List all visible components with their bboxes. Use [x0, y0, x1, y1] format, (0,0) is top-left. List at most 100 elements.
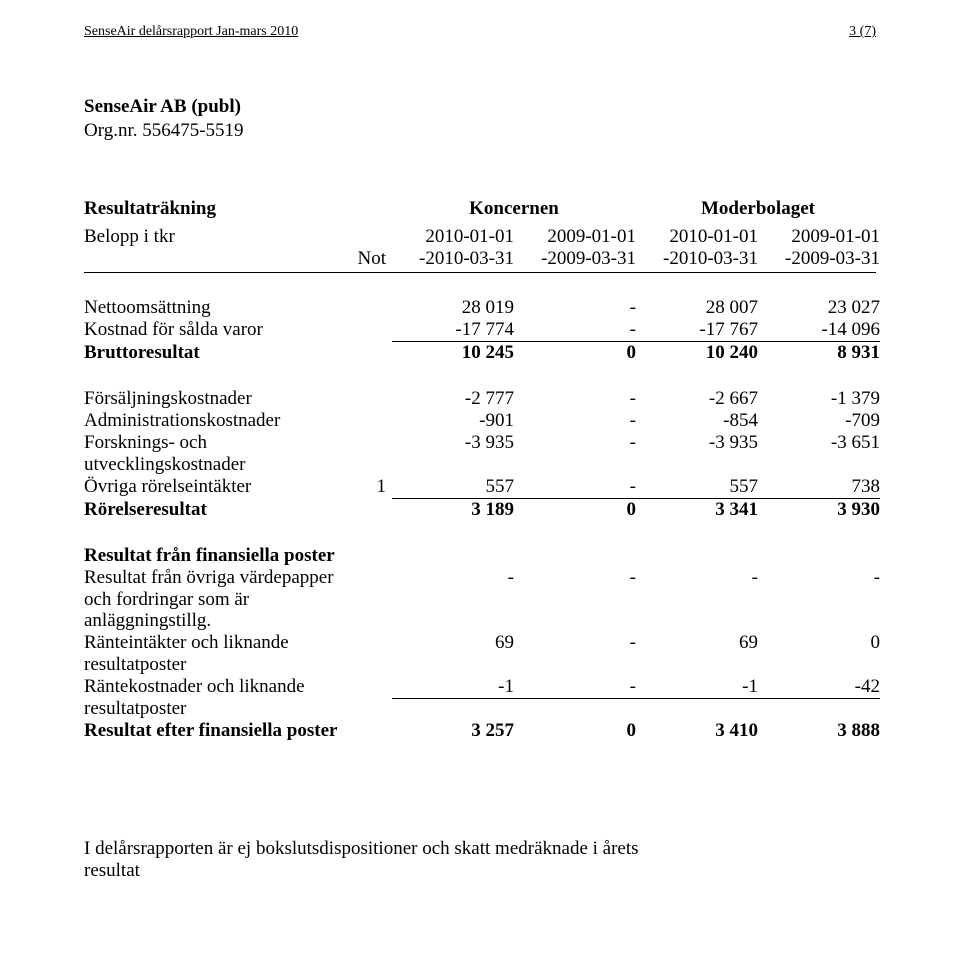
company-name: SenseAir AB (publ)	[84, 96, 876, 118]
hdr-c4: 2009-01-01	[758, 226, 880, 248]
cell-label: Nettoomsättning	[84, 297, 346, 319]
cell: 23 027	[758, 297, 880, 319]
cell: 3 888	[758, 720, 880, 742]
row-fin-header: Resultat från finansiella poster	[84, 545, 876, 567]
cell: -3 935	[636, 432, 758, 454]
row-administrationskostnader: Administrationskostnader -901 - -854 -70…	[84, 410, 876, 432]
cell-label: Administrationskostnader	[84, 410, 346, 432]
hdr2-c4: -2009-03-31	[758, 248, 880, 270]
page-header: SenseAir delårsrapport Jan-mars 2010 3 (…	[84, 24, 876, 40]
row-fou-kostnader: Forsknings- och utvecklingskostnader -3 …	[84, 432, 876, 476]
cell: 3 341	[636, 499, 758, 521]
cell: 69	[636, 632, 758, 654]
row-kostnad-salda-varor: Kostnad för sålda varor -17 774 - -17 76…	[84, 319, 876, 342]
cell: 69	[392, 632, 514, 654]
cell: 28 019	[392, 297, 514, 319]
cell: -3 935	[392, 432, 514, 454]
footnote: I delårsrapporten är ej bokslutsdisposit…	[84, 838, 644, 882]
cell: -	[392, 567, 514, 589]
cell-label: Resultat efter finansiella poster	[84, 720, 346, 742]
row-ranteintakter: Ränteintäkter och liknande resultatposte…	[84, 632, 876, 676]
page: SenseAir delårsrapport Jan-mars 2010 3 (…	[0, 0, 960, 963]
cell: -	[514, 676, 636, 699]
table-header-groups: Resultaträkning Koncernen Moderbolaget	[84, 198, 876, 220]
hdr-c2: 2009-01-01	[514, 226, 636, 248]
cell-label: Ränteintäkter och liknande resultatposte…	[84, 632, 346, 676]
cell: -17 774	[392, 319, 514, 342]
cell: 0	[514, 720, 636, 742]
hdr2-c3: -2010-03-31	[636, 248, 758, 270]
company-orgnr: Org.nr. 556475-5519	[84, 120, 876, 142]
row-ovriga-rorelseintakter: Övriga rörelseintäkter 1 557 - 557 738	[84, 476, 876, 499]
group-moderbolaget: Moderbolaget	[636, 198, 880, 220]
cell: -	[514, 632, 636, 654]
cell-label: Kostnad för sålda varor	[84, 319, 346, 341]
row-bruttoresultat: Bruttoresultat 10 245 0 10 240 8 931	[84, 342, 876, 364]
header-right: 3 (7)	[849, 24, 876, 40]
cell: 10 245	[392, 342, 514, 364]
cell: -1	[636, 676, 758, 699]
row-vardepapper: Resultat från övriga värdepapper och for…	[84, 567, 876, 633]
cell: -2 777	[392, 388, 514, 410]
cell: 557	[636, 476, 758, 499]
cell: -1 379	[758, 388, 880, 410]
cell-not: 1	[346, 476, 392, 498]
header-left: SenseAir delårsrapport Jan-mars 2010	[84, 24, 298, 40]
cell: 3 410	[636, 720, 758, 742]
cell-label: Resultat från finansiella poster	[84, 545, 874, 567]
hdr2-c2: -2009-03-31	[514, 248, 636, 270]
cell: 3 189	[392, 499, 514, 521]
cell: 0	[514, 499, 636, 521]
cell-label: Bruttoresultat	[84, 342, 346, 364]
table-title: Resultaträkning	[84, 198, 346, 220]
cell: -901	[392, 410, 514, 432]
cell: -2 667	[636, 388, 758, 410]
cell-label: Rörelseresultat	[84, 499, 346, 521]
cell: -	[514, 388, 636, 410]
hdr-c1: 2010-01-01	[392, 226, 514, 248]
row-rorelseresultat: Rörelseresultat 3 189 0 3 341 3 930	[84, 499, 876, 521]
cell: -709	[758, 410, 880, 432]
cell-label: Räntekostnader och liknande resultatpost…	[84, 676, 346, 720]
row-resultat-efter-fin: Resultat efter finansiella poster 3 257 …	[84, 720, 876, 742]
cell: -	[514, 567, 636, 589]
row-nettoomsattning: Nettoomsättning 28 019 - 28 007 23 027	[84, 297, 876, 319]
company-block: SenseAir AB (publ) Org.nr. 556475-5519	[84, 96, 876, 142]
cell: -42	[758, 676, 880, 699]
cell: -17 767	[636, 319, 758, 342]
row-rantekostnader: Räntekostnader och liknande resultatpost…	[84, 676, 876, 720]
cell: -	[514, 476, 636, 499]
cell: -	[514, 432, 636, 454]
hdr-label: Belopp i tkr	[84, 226, 346, 248]
cell: -	[636, 567, 758, 589]
table-header-row1: Belopp i tkr 2010-01-01 2009-01-01 2010-…	[84, 226, 876, 248]
cell: -3 651	[758, 432, 880, 454]
cell: 3 257	[392, 720, 514, 742]
cell: 10 240	[636, 342, 758, 364]
cell: -	[514, 319, 636, 342]
cell: -	[758, 567, 880, 589]
cell: 0	[514, 342, 636, 364]
cell: -1	[392, 676, 514, 699]
cell: 28 007	[636, 297, 758, 319]
cell: 3 930	[758, 499, 880, 521]
hdr2-c1: -2010-03-31	[392, 248, 514, 270]
cell: -	[514, 410, 636, 432]
income-statement-table: Resultaträkning Koncernen Moderbolaget B…	[84, 198, 876, 742]
group-koncernen: Koncernen	[392, 198, 636, 220]
cell: -854	[636, 410, 758, 432]
row-forsaljningskostnader: Försäljningskostnader -2 777 - -2 667 -1…	[84, 388, 876, 410]
cell-label: Försäljningskostnader	[84, 388, 346, 410]
cell-label: Övriga rörelseintäkter	[84, 476, 346, 498]
cell-label: Forsknings- och utvecklingskostnader	[84, 432, 346, 476]
cell: -14 096	[758, 319, 880, 342]
cell: 0	[758, 632, 880, 654]
cell: 557	[392, 476, 514, 499]
cell: -	[514, 297, 636, 319]
hdr-not: Not	[346, 248, 392, 270]
cell: 738	[758, 476, 880, 499]
hdr-c3: 2010-01-01	[636, 226, 758, 248]
table-header-row2: Not -2010-03-31 -2009-03-31 -2010-03-31 …	[84, 248, 876, 273]
cell-label: Resultat från övriga värdepapper och for…	[84, 567, 346, 633]
cell: 8 931	[758, 342, 880, 364]
